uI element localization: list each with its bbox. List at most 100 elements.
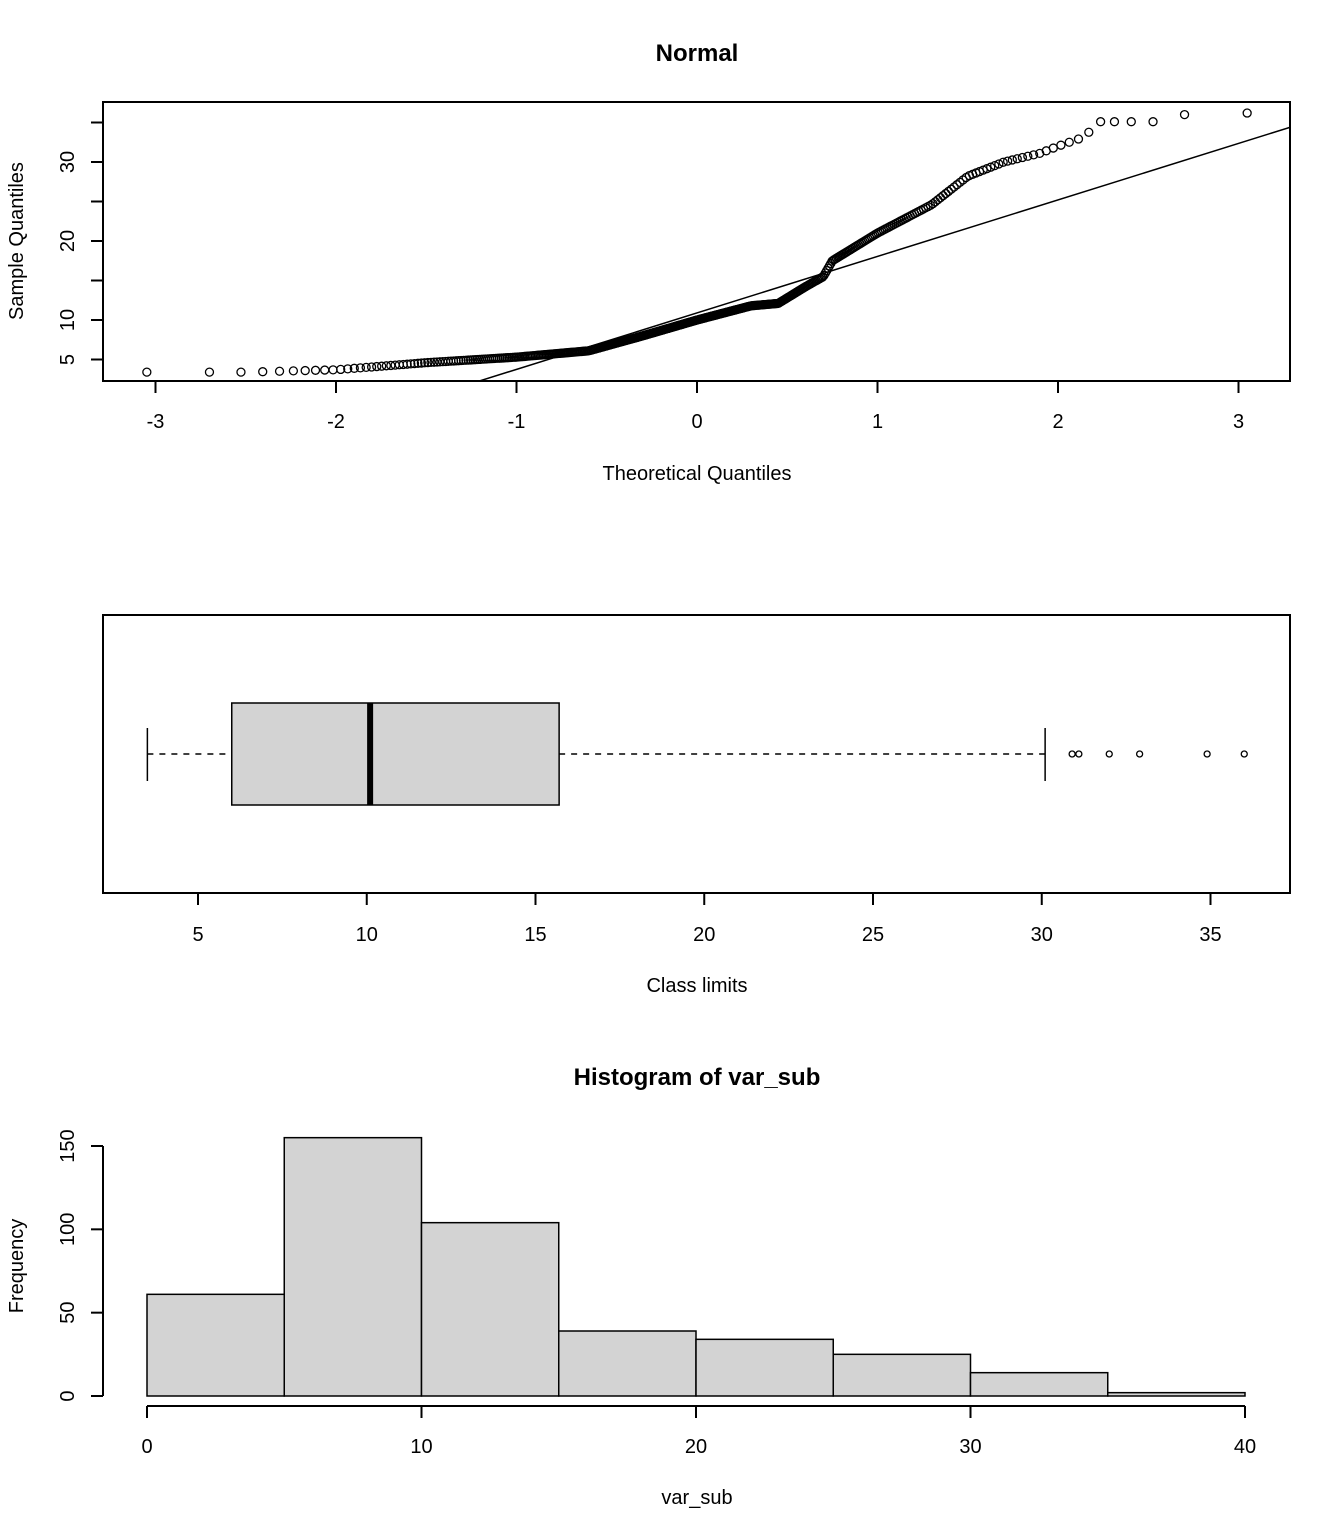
boxplot-outlier xyxy=(1105,750,1113,758)
hist-y-tick-label: 0 xyxy=(57,1390,79,1401)
qq-point xyxy=(366,362,377,372)
qq-point xyxy=(409,358,420,369)
qq-y-tick-label: 30 xyxy=(57,151,79,173)
hist-x-label: var_sub xyxy=(661,1487,732,1509)
qq-point xyxy=(949,182,959,192)
qq-frame xyxy=(102,101,1291,382)
qq-point xyxy=(372,361,382,372)
hist-y-tick-label: 100 xyxy=(57,1213,79,1246)
qq-point xyxy=(1148,117,1158,127)
qq-point xyxy=(406,359,416,369)
qq-point xyxy=(381,361,392,371)
histogram-bar xyxy=(969,1371,1109,1397)
qq-plot-panel: Normal Theoretical Quantiles Sample Quan… xyxy=(6,40,1291,485)
boxplot-outlier xyxy=(1075,750,1083,758)
qq-point xyxy=(1084,127,1094,137)
histogram-panel: Histogram of var_sub var_sub Frequency 0… xyxy=(6,1064,1256,1509)
qq-point xyxy=(328,365,338,375)
qq-plot-area xyxy=(142,108,1290,381)
qq-point xyxy=(355,363,366,373)
qq-x-tick-label: 0 xyxy=(691,411,702,433)
hist-title: Histogram of var_sub xyxy=(574,1064,821,1091)
boxplot-panel: Class limits 5 10 15 20 25 30 35 xyxy=(102,614,1291,997)
histogram-bar xyxy=(695,1338,834,1397)
histogram-bar xyxy=(558,1330,697,1397)
boxplot-x-tick-label: 10 xyxy=(356,924,378,946)
qq-x-tick-label: 2 xyxy=(1052,411,1063,433)
qq-point xyxy=(1028,150,1039,160)
boxplot-outlier xyxy=(1240,750,1248,758)
hist-x-tick-label: 30 xyxy=(959,1436,981,1458)
qq-point xyxy=(300,365,310,376)
boxplot-x-tick-label: 5 xyxy=(192,924,203,946)
qq-point xyxy=(349,363,359,373)
boxplot-outlier xyxy=(1068,750,1076,758)
qq-point xyxy=(274,366,285,376)
qq-point xyxy=(1064,137,1074,147)
qq-point xyxy=(343,364,353,374)
qq-point xyxy=(258,367,268,377)
hist-x-tick-label: 0 xyxy=(141,1436,152,1458)
qq-point xyxy=(1242,108,1252,118)
qq-x-tick-label: 1 xyxy=(872,411,883,433)
qq-point xyxy=(1012,154,1022,164)
boxplot-x-tick-label: 35 xyxy=(1199,924,1221,946)
qq-point xyxy=(820,268,831,278)
qq-point xyxy=(236,367,246,377)
boxplot-x-tick-label: 25 xyxy=(862,924,884,946)
qq-point xyxy=(1126,117,1136,127)
qq-y-tick-label: 10 xyxy=(57,309,79,331)
qq-point xyxy=(1002,156,1013,166)
boxplot-x-tick-label: 20 xyxy=(693,924,715,946)
qq-point xyxy=(946,184,956,194)
qq-y-tick-label: 5 xyxy=(57,354,79,365)
qq-point xyxy=(288,366,299,376)
qq-point xyxy=(1007,155,1017,165)
qq-point xyxy=(819,270,829,281)
hist-y-tick-label: 150 xyxy=(57,1129,79,1162)
boxplot-x-tick-label: 30 xyxy=(1031,924,1053,946)
qq-point xyxy=(1073,134,1084,144)
qq-point xyxy=(1023,151,1033,161)
histogram-bar xyxy=(832,1353,972,1397)
histogram-bar xyxy=(283,1136,423,1397)
qq-reference-line xyxy=(476,126,1290,381)
qq-x-tick-label: -1 xyxy=(508,411,526,433)
qq-point xyxy=(1179,109,1190,120)
qq-point xyxy=(426,357,436,368)
qq-point xyxy=(320,365,330,375)
boxplot-outlier xyxy=(1203,750,1211,758)
qq-point xyxy=(1109,117,1120,127)
qq-point xyxy=(1017,152,1028,163)
qq-title: Normal xyxy=(656,40,739,67)
hist-x-tick-label: 10 xyxy=(410,1436,432,1458)
qq-point xyxy=(943,186,954,197)
qq-point xyxy=(204,367,215,377)
qq-point xyxy=(986,162,996,172)
qq-point xyxy=(1095,117,1106,127)
qq-point xyxy=(423,357,433,368)
boxplot-x-label: Class limits xyxy=(646,975,747,997)
qq-x-tick-label: 3 xyxy=(1233,411,1244,433)
qq-point xyxy=(336,364,346,375)
qq-point xyxy=(310,365,321,375)
histogram-bar xyxy=(420,1221,560,1397)
hist-y-label: Frequency xyxy=(6,1219,28,1314)
hist-y-tick-label: 50 xyxy=(57,1302,79,1324)
qq-x-tick-label: -2 xyxy=(327,411,345,433)
qq-y-tick-label: 20 xyxy=(57,230,79,252)
boxplot-frame xyxy=(102,614,1291,894)
qq-point xyxy=(990,160,1000,171)
qq-point xyxy=(429,357,439,367)
qq-point xyxy=(994,159,1004,169)
boxplot-x-tick-label: 15 xyxy=(524,924,546,946)
hist-x-tick-label: 40 xyxy=(1234,1436,1256,1458)
histogram-bar xyxy=(1107,1391,1246,1397)
qq-point xyxy=(998,157,1008,167)
qq-point xyxy=(420,358,430,368)
qq-point xyxy=(361,362,371,373)
qq-x-tick-label: -3 xyxy=(147,411,165,433)
histogram-bar xyxy=(146,1293,285,1397)
boxplot-box xyxy=(231,702,560,806)
hist-x-tick-label: 20 xyxy=(685,1436,707,1458)
